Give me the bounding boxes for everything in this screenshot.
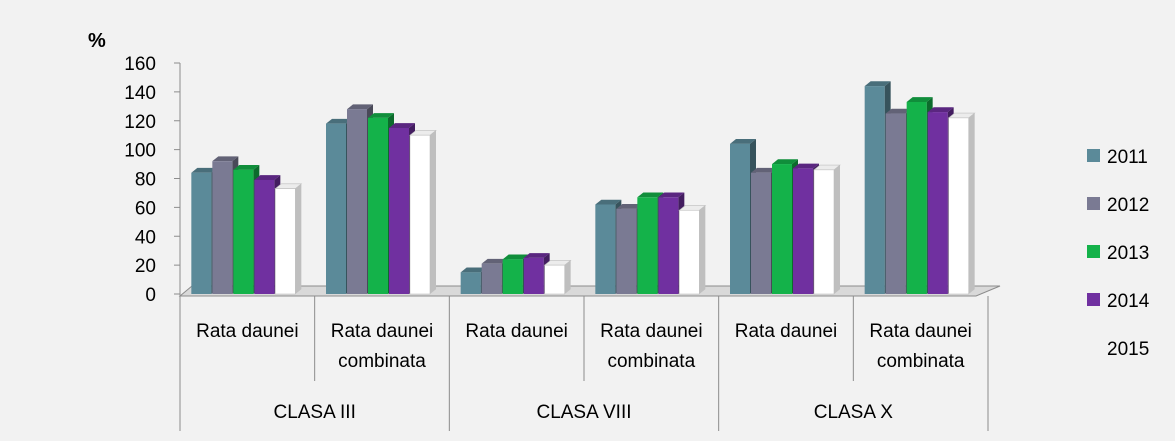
group-label: CLASA III: [273, 402, 355, 423]
group-label: CLASA VIII: [536, 402, 631, 423]
bar-top-2013: [906, 97, 933, 102]
bar-2011: [730, 143, 750, 294]
bar-2011: [326, 123, 346, 294]
y-tick-label: 60: [135, 198, 156, 219]
category-label: Rata daunei: [196, 321, 298, 342]
bar-2015: [544, 264, 565, 295]
bar-2013: [502, 259, 523, 294]
y-tick-label: 0: [145, 285, 156, 306]
bar-2014: [658, 197, 679, 294]
bar-2014: [523, 257, 544, 294]
bar-2011: [460, 272, 481, 294]
bar-top-2014: [927, 107, 954, 113]
bar-2012: [481, 263, 502, 294]
group-label: CLASA X: [814, 402, 894, 423]
bar-top-2013: [368, 113, 394, 118]
category-label: combinata: [607, 351, 695, 372]
bar-2015: [275, 188, 296, 295]
y-axis-unit: %: [88, 30, 106, 52]
bar-top-2014: [389, 123, 415, 128]
bar-top-2012: [481, 258, 508, 264]
bar-top-2011: [595, 199, 622, 205]
bar-top-2012: [347, 104, 373, 110]
bar-top-2012: [212, 156, 239, 162]
bar-side-2015: [430, 130, 436, 294]
bar-2014: [254, 179, 275, 294]
legend-swatch: [1087, 197, 1100, 210]
bar-2015: [409, 134, 431, 295]
legend-swatch: [1087, 293, 1100, 306]
bar-top-2014: [523, 253, 550, 258]
y-tick-label: 120: [124, 112, 156, 133]
x-axis-labels: Rata daunei Rata daunei combinata CLASA III…: [179, 296, 989, 431]
y-tick-label: 20: [135, 256, 156, 277]
bar-side-2015: [834, 165, 840, 294]
bar-2014: [389, 127, 409, 294]
bar-2011: [864, 86, 885, 294]
bar-top-2011: [191, 167, 218, 173]
bar-2015: [948, 117, 969, 295]
legend-label: 2013: [1107, 243, 1149, 264]
y-tick-label: 100: [124, 141, 156, 162]
bar-2012: [616, 208, 637, 294]
bar-top-2012: [616, 204, 643, 209]
category-label: Rata daunei: [465, 321, 567, 342]
legend: 2011 2012 2013 2014 2015: [1087, 147, 1150, 360]
y-tick-label: 40: [135, 227, 156, 248]
legend-label: 2012: [1107, 195, 1149, 216]
bar-2012: [212, 161, 233, 294]
bar-2013: [233, 169, 254, 294]
bar-side-2015: [968, 113, 975, 294]
y-tick-label: 140: [124, 83, 156, 104]
bar-top-2014: [793, 163, 819, 169]
bar-top-2013: [772, 159, 798, 165]
legend-swatch: [1087, 245, 1100, 258]
bar-2012: [885, 113, 906, 294]
bar-2015: [813, 169, 835, 295]
category-label: Rata daunei: [600, 321, 702, 342]
bar-top-2013: [637, 192, 664, 198]
bar-2011: [595, 204, 616, 294]
bar-top-2011: [730, 139, 756, 144]
bar-2013: [368, 117, 388, 294]
legend-label: 2015: [1107, 339, 1149, 360]
bar-side-2015: [295, 183, 302, 294]
bar-side-2015: [699, 205, 706, 294]
category-label: combinata: [877, 351, 965, 372]
legend-swatch: [1087, 149, 1100, 162]
bar-side-2015: [564, 260, 571, 294]
bar-2013: [637, 197, 658, 294]
bar-2012: [347, 109, 367, 294]
bar-2011: [191, 172, 212, 294]
category-label: combinata: [338, 351, 426, 372]
bar-2014: [793, 168, 813, 294]
bar-top-2014: [254, 175, 281, 180]
category-label: Rata daunei: [869, 321, 971, 342]
category-label: Rata daunei: [735, 321, 837, 342]
bar-2014: [927, 112, 948, 295]
bar-2013: [772, 164, 792, 294]
y-tick-label: 80: [135, 170, 156, 191]
bar-2013: [906, 101, 927, 294]
bar-top-2012: [885, 108, 912, 114]
bar-top-2011: [864, 81, 891, 87]
bar-2015: [679, 209, 700, 295]
bar-top-2014: [658, 192, 685, 198]
bar-top-2013: [502, 254, 529, 260]
bars: [191, 81, 976, 295]
bar-2012: [751, 172, 771, 294]
bar-top-2011: [326, 118, 352, 124]
bar-top-2011: [460, 267, 487, 273]
y-tick-label: 160: [124, 54, 156, 75]
legend-label: 2011: [1107, 147, 1148, 168]
legend-label: 2014: [1107, 291, 1150, 312]
category-label: Rata daunei: [331, 321, 433, 342]
bar-top-2012: [751, 167, 777, 173]
bar-top-2013: [233, 165, 260, 170]
